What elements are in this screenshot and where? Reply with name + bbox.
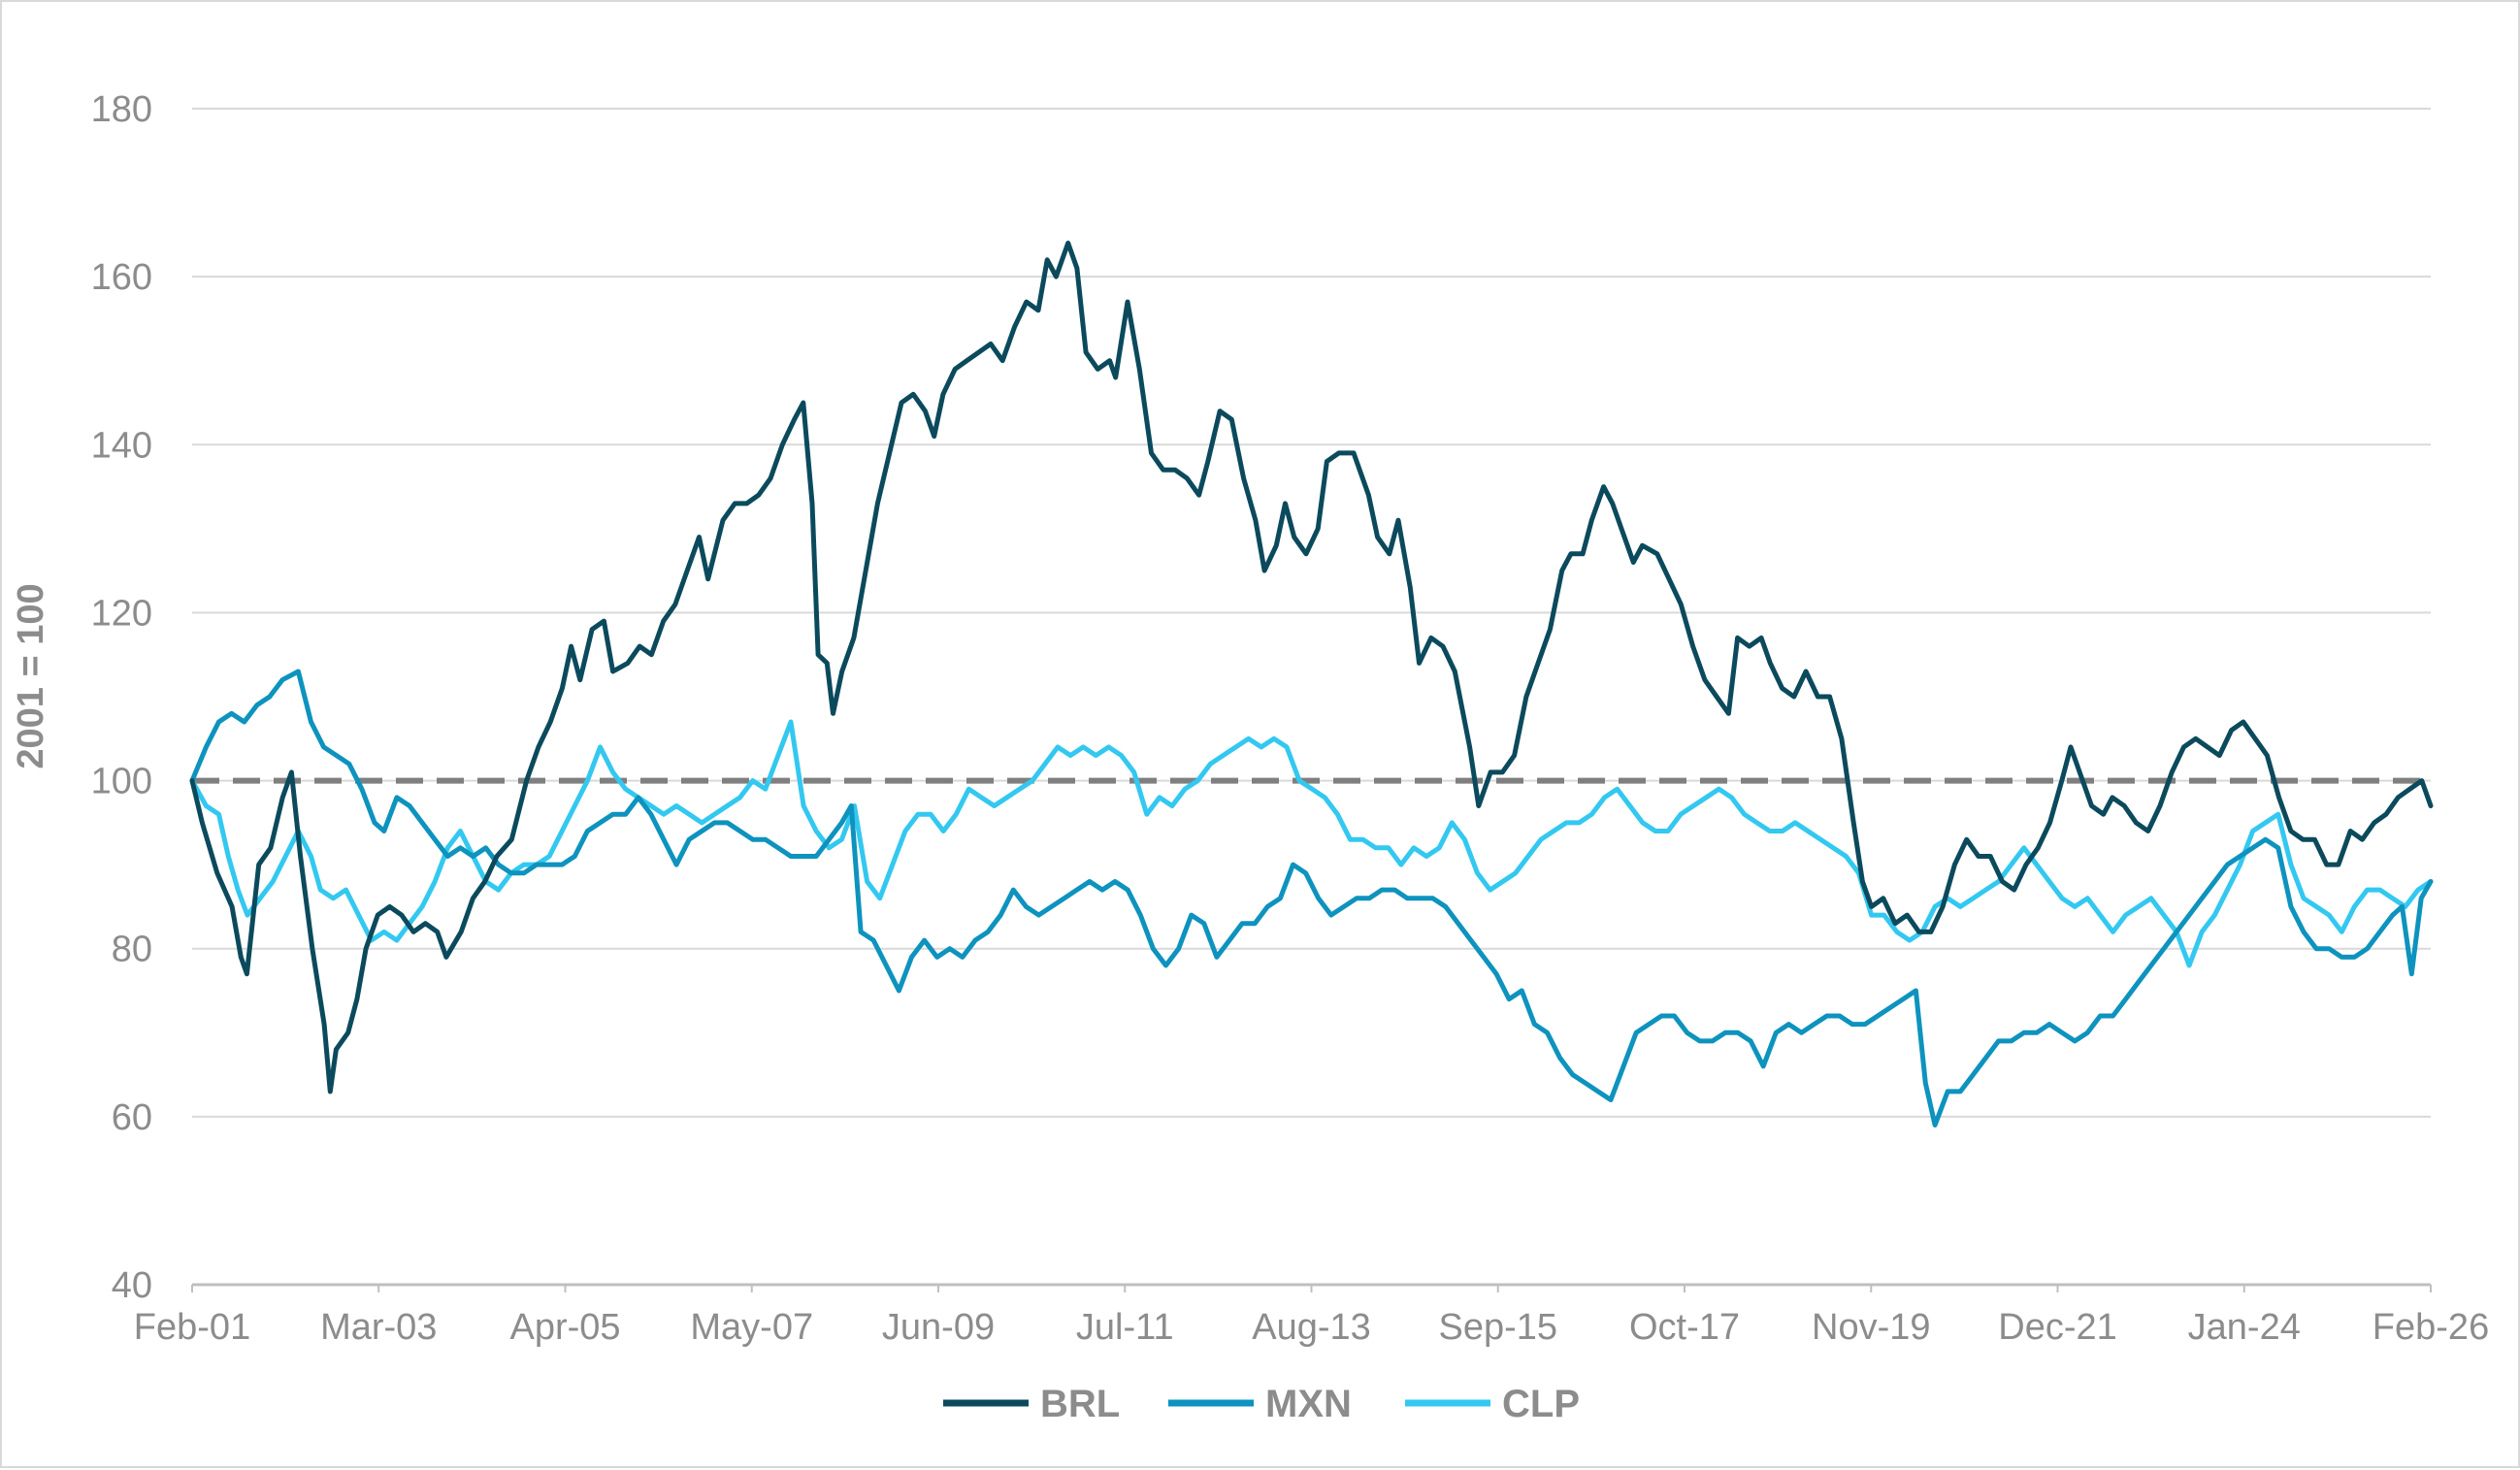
x-tick-label: Sep-15 (1438, 1307, 1557, 1348)
legend-label-clp: CLP (1502, 1383, 1580, 1425)
legend: BRL MXN CLP (943, 1383, 1580, 1425)
y-tick-label: 160 (91, 257, 152, 298)
x-tick-label: Jun-09 (882, 1307, 995, 1348)
y-tick-label: 140 (91, 425, 152, 466)
y-axis-title: 2001 = 100 (11, 583, 51, 768)
x-tick-label: Feb-26 (2373, 1307, 2489, 1348)
x-tick-label: Jul-11 (1076, 1307, 1174, 1348)
y-tick-label: 180 (91, 89, 152, 130)
x-tick-label: May-07 (690, 1307, 813, 1348)
series-line-brl (189, 241, 2434, 1094)
series-layer (189, 241, 2434, 1127)
series-line-clp (189, 719, 2434, 968)
x-tick-label: Apr-05 (509, 1307, 620, 1348)
gridlines (192, 108, 2431, 1287)
x-tick-label: Aug-13 (1252, 1307, 1371, 1348)
x-tick-label: Dec-21 (1998, 1307, 2117, 1348)
series-line-mxn (189, 669, 2434, 1127)
x-tick-label: Feb-01 (134, 1307, 250, 1348)
x-tick-label: Mar-03 (320, 1307, 437, 1348)
x-tick-label: Nov-19 (1812, 1307, 1931, 1348)
x-tick-label: Oct-17 (1629, 1307, 1740, 1348)
x-axis-ticks: Feb-01 Mar-03 Apr-05 May-07 Jun-09 Jul-11 Aug-… (134, 1285, 2489, 1348)
legend-label-mxn: MXN (1265, 1383, 1352, 1425)
y-tick-label: 40 (112, 1265, 152, 1306)
y-tick-label: 120 (91, 593, 152, 634)
y-tick-label: 100 (91, 762, 152, 802)
x-tick-label: Jan-24 (2188, 1307, 2301, 1348)
y-tick-label: 60 (112, 1097, 152, 1138)
legend-label-brl: BRL (1040, 1383, 1120, 1425)
y-tick-label: 80 (112, 930, 152, 970)
y-axis-ticks: 40 60 80 100 120 140 160 180 (91, 89, 152, 1306)
